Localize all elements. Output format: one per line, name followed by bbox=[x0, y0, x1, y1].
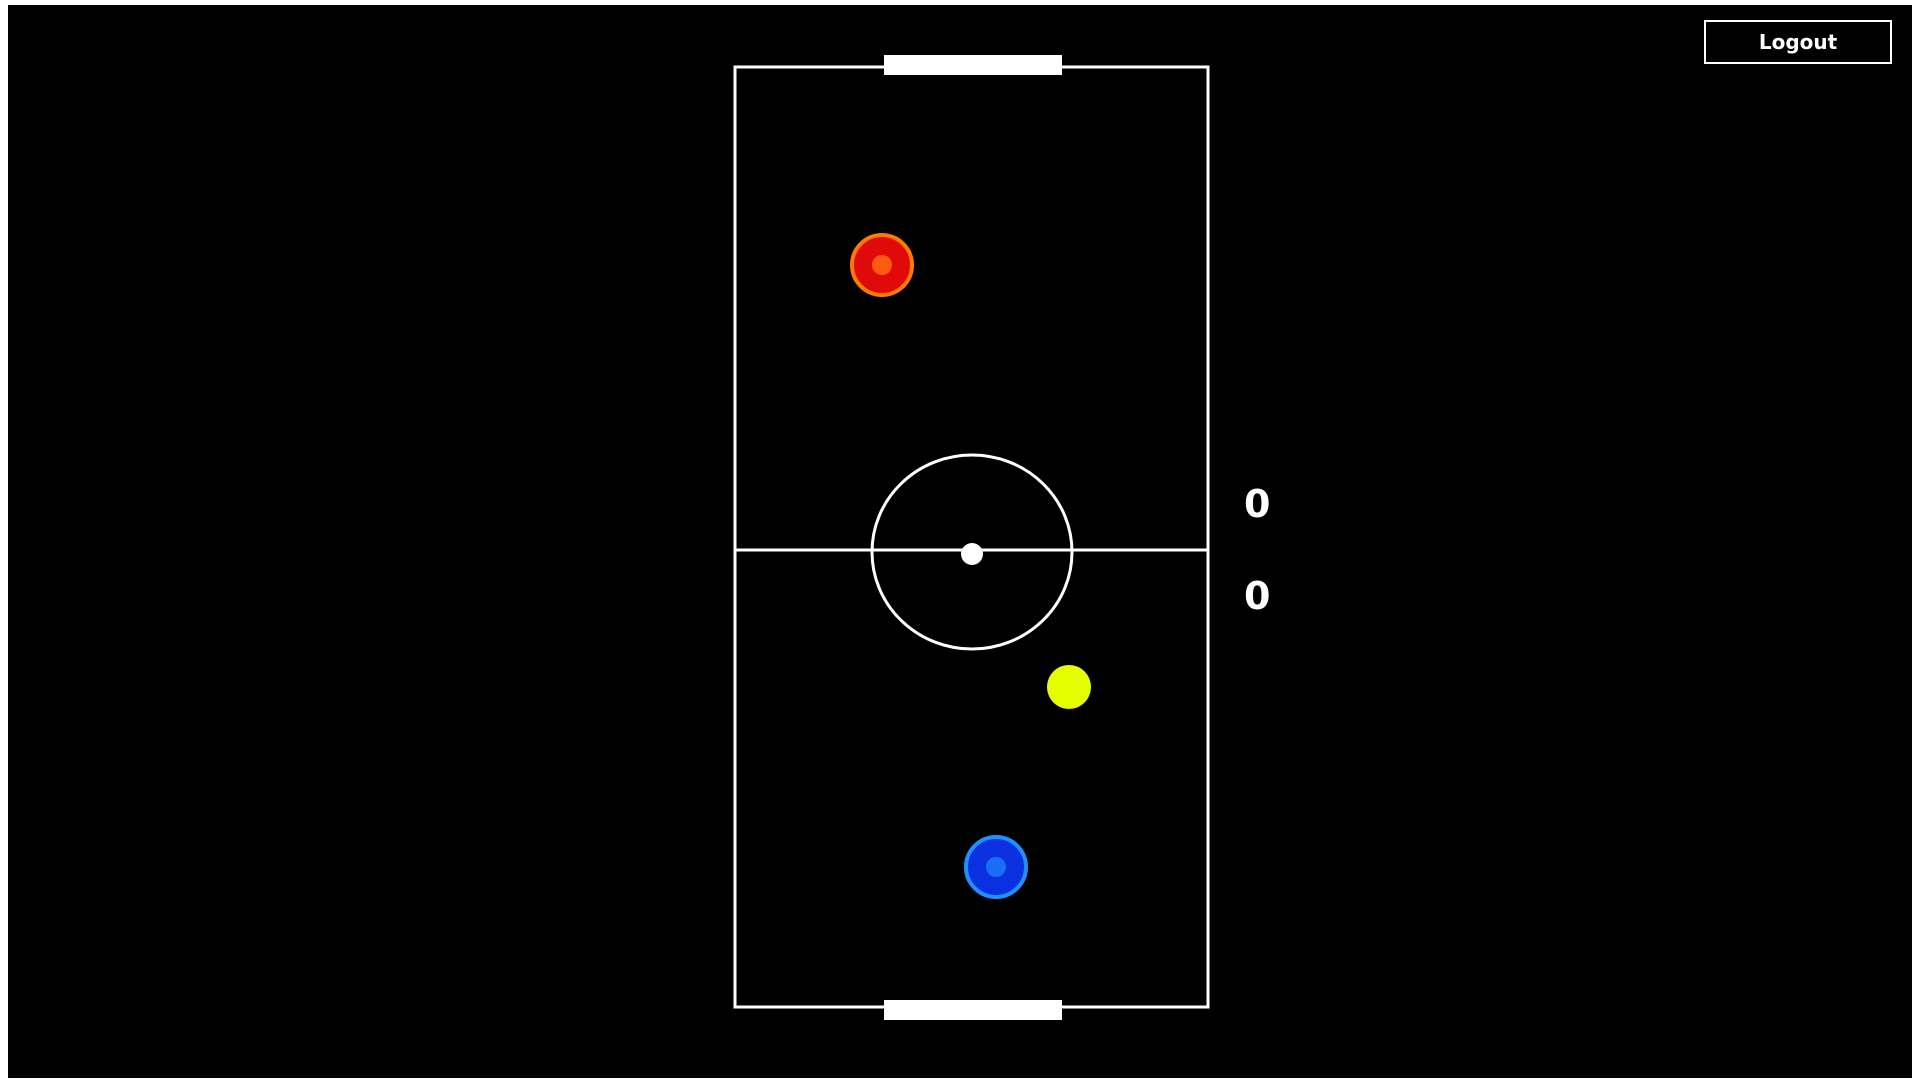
opponent-score: 0 bbox=[1244, 482, 1271, 526]
bottom-goal bbox=[884, 1000, 1062, 1020]
air-hockey-rink bbox=[733, 55, 1210, 1020]
center-circle bbox=[870, 453, 1074, 651]
player-score: 0 bbox=[1244, 574, 1271, 618]
game-canvas[interactable]: 0 0 Logout bbox=[8, 5, 1912, 1078]
center-dot bbox=[961, 543, 983, 565]
opponent-paddle bbox=[850, 233, 914, 297]
top-goal bbox=[884, 55, 1062, 75]
puck bbox=[1047, 665, 1091, 709]
logout-button[interactable]: Logout bbox=[1704, 20, 1892, 64]
player-paddle[interactable] bbox=[964, 835, 1028, 899]
